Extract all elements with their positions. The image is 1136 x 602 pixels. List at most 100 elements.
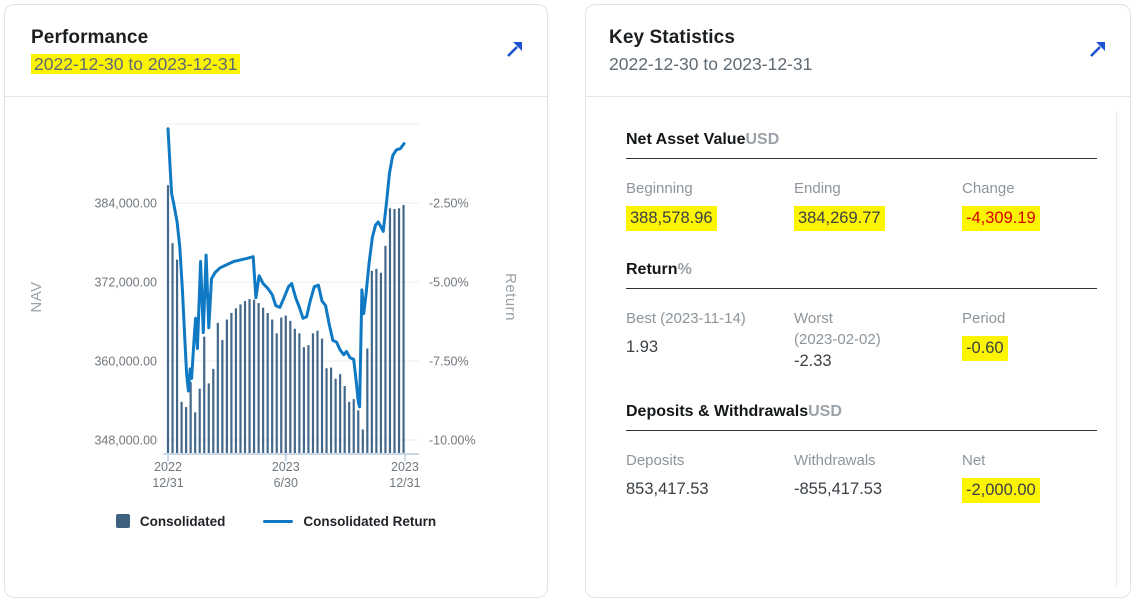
nav-bar <box>239 304 242 453</box>
stat-grid: Deposits 853,417.53 Withdrawals -855,417.53… <box>626 450 1097 503</box>
legend-item-consolidated[interactable]: Consolidated <box>115 513 226 529</box>
stats-section-net-asset-value: Net Asset ValueUSD Beginning 388,578.96 End… <box>626 131 1097 231</box>
stat-label: Best (2023-11-14) <box>626 310 746 327</box>
key-statistics-content: Net Asset ValueUSD Beginning 388,578.96 End… <box>626 131 1097 503</box>
expand-arrow-icon[interactable] <box>1086 37 1110 61</box>
stat-item-ending: Ending 384,269.77 <box>794 178 962 231</box>
nav-bar <box>393 208 396 453</box>
nav-bar <box>171 243 174 453</box>
header-divider <box>5 96 547 97</box>
scrollbar-track[interactable] <box>1116 111 1117 587</box>
nav-bar <box>166 185 170 453</box>
performance-date-range: 2022-12-30 to 2023-12-31 <box>31 52 241 76</box>
nav-bar <box>234 308 238 453</box>
stat-item-beginning: Beginning 388,578.96 <box>626 178 794 231</box>
stat-label: Withdrawals <box>794 452 876 469</box>
nav-bar <box>189 382 192 453</box>
right-axis-tick: -2.50% <box>429 197 469 211</box>
nav-bar <box>271 319 274 453</box>
left-axis-tick: 372,000.00 <box>94 276 157 290</box>
key-statistics-title: Key Statistics <box>609 27 736 48</box>
stat-value: -0.60 <box>962 336 1097 361</box>
nav-bar <box>248 299 251 453</box>
stats-section-return: Return% Best (2023-11-14) 1.93 Worst (2023-0… <box>626 261 1097 373</box>
nav-bar <box>329 367 333 453</box>
nav-bar <box>284 315 287 453</box>
x-axis-label: 2022 12/31 <box>152 460 183 490</box>
nav-bar <box>275 333 278 453</box>
stat-label: Net <box>962 452 986 469</box>
x-axis-label: 2023 6/30 <box>272 460 300 490</box>
stat-value: -2,000.00 <box>962 478 1097 503</box>
section-unit: % <box>677 261 692 278</box>
section-unit: USD <box>745 131 780 148</box>
stat-label: Change <box>962 180 1015 197</box>
performance-card-header: Performance 2022-12-30 to 2023-12-31 <box>5 5 547 96</box>
key-statistics-date-range: 2022-12-30 to 2023-12-31 <box>609 54 813 74</box>
stat-value: 1.93 <box>626 338 659 356</box>
nav-bar <box>366 348 369 453</box>
right-axis-tick: -7.50% <box>429 355 469 369</box>
nav-bar <box>339 374 342 453</box>
nav-bar <box>225 319 228 453</box>
performance-card: Performance 2022-12-30 to 2023-12-31 384… <box>4 4 548 598</box>
left-axis-tick: 384,000.00 <box>94 197 157 211</box>
stat-value: -2.33 <box>794 352 832 370</box>
stats-section-deposits-withdrawals: Deposits & WithdrawalsUSD Deposits 853,417… <box>626 403 1097 503</box>
legend-label: Consolidated Return <box>303 513 437 529</box>
left-axis-tick: 348,000.00 <box>94 434 157 448</box>
nav-bar <box>198 388 201 453</box>
performance-chart: 384,000.00 372,000.00 360,000.00 348,000.00… <box>5 97 549 507</box>
nav-bar <box>388 208 392 453</box>
legend-label: Consolidated <box>139 513 226 529</box>
nav-bar <box>207 383 210 453</box>
stat-grid: Beginning 388,578.96 Ending 384,269.77 Chang… <box>626 178 1097 231</box>
right-axis-title: Return <box>502 273 519 321</box>
nav-bar <box>221 339 224 453</box>
key-statistics-card-titles: Key Statistics 2022-12-30 to 2023-12-31 <box>609 25 812 96</box>
left-axis-tick: 360,000.00 <box>94 355 157 369</box>
section-rule <box>626 430 1097 431</box>
nav-bar <box>230 312 233 453</box>
nav-bar <box>257 303 260 453</box>
section-title: Deposits & WithdrawalsUSD <box>626 403 842 420</box>
nav-bar <box>175 259 179 453</box>
chart-legend: Consolidated Consolidated Return <box>5 510 547 532</box>
section-unit: USD <box>808 403 842 420</box>
header-divider <box>586 96 1130 97</box>
nav-bar <box>289 320 292 453</box>
nav-bar <box>262 307 265 453</box>
nav-bar <box>334 378 337 453</box>
nav-bar <box>316 330 319 453</box>
stat-item-period: Period -0.60 <box>962 308 1097 373</box>
nav-bar <box>298 333 301 453</box>
expand-arrow-icon[interactable] <box>503 37 527 61</box>
nav-bar <box>302 347 305 453</box>
performance-card-titles: Performance 2022-12-30 to 2023-12-31 <box>31 25 241 96</box>
performance-title: Performance <box>31 27 149 48</box>
nav-bar <box>348 401 351 453</box>
nav-bar <box>352 399 355 453</box>
stat-label: Deposits <box>626 452 685 469</box>
stat-value: 384,269.77 <box>794 206 962 231</box>
nav-bar <box>325 368 328 453</box>
stat-item-best-2023-11-14-: Best (2023-11-14) 1.93 <box>626 308 794 373</box>
nav-bar <box>185 407 188 453</box>
nav-bar <box>370 270 373 453</box>
x-axis-label: 2023 12/31 <box>389 460 420 490</box>
key-statistics-card: Key Statistics 2022-12-30 to 2023-12-31 … <box>585 4 1131 598</box>
stat-value: -4,309.19 <box>962 206 1097 231</box>
stat-item-change: Change -4,309.19 <box>962 178 1097 231</box>
nav-bar <box>203 336 206 453</box>
stat-item-worst: Worst (2023-02-02) -2.33 <box>794 308 962 373</box>
nav-bar <box>212 368 215 453</box>
stat-item-withdrawals: Withdrawals -855,417.53 <box>794 450 962 503</box>
nav-bar <box>266 312 269 453</box>
legend-item-consolidated-return[interactable]: Consolidated Return <box>263 514 436 529</box>
nav-bar <box>361 429 364 453</box>
stat-item-deposits: Deposits 853,417.53 <box>626 450 794 503</box>
stat-grid: Best (2023-11-14) 1.93 Worst (2023-02-02) -2… <box>626 308 1097 373</box>
right-axis-tick: -5.00% <box>429 276 469 290</box>
stat-label: Worst <box>794 310 833 327</box>
